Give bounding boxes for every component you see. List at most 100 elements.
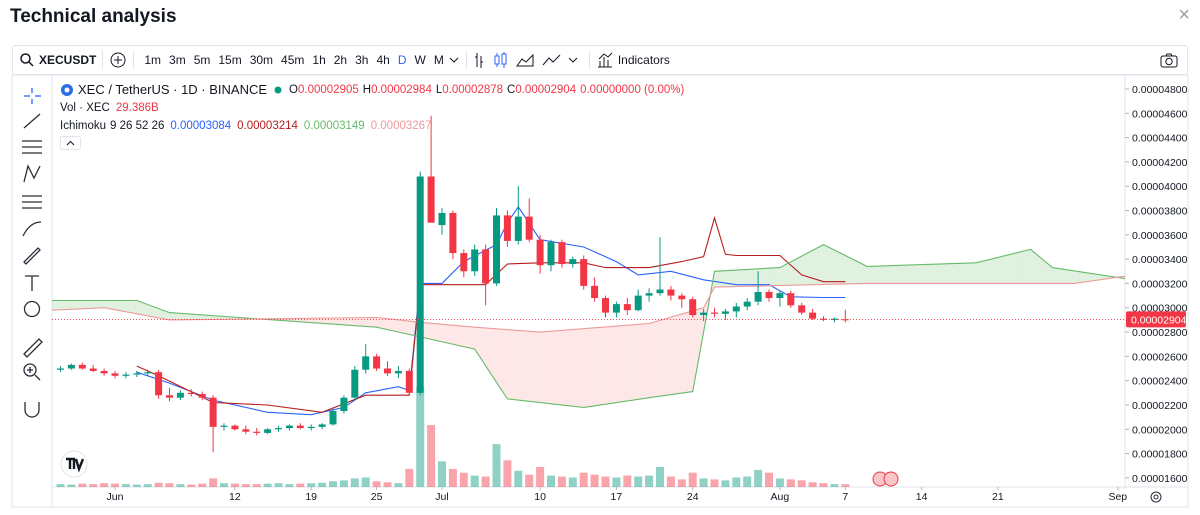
volume-bar bbox=[677, 479, 686, 487]
y-tick-label: 0.00003800 bbox=[1132, 206, 1188, 218]
indicators-icon[interactable] bbox=[596, 51, 614, 69]
candle-body bbox=[525, 216, 533, 240]
candle-body bbox=[569, 259, 577, 265]
cloud-fill bbox=[1030, 249, 1035, 284]
interval-button[interactable]: D bbox=[397, 53, 407, 67]
interval-button[interactable]: 1m bbox=[144, 53, 162, 67]
candle-body bbox=[558, 242, 566, 265]
line-style[interactable] bbox=[542, 54, 561, 66]
y-tick-label: 0.00003400 bbox=[1132, 254, 1188, 266]
candle-body bbox=[89, 368, 97, 371]
candle-body bbox=[809, 312, 817, 319]
emoji-tool[interactable] bbox=[23, 300, 41, 318]
volume-bar bbox=[209, 478, 218, 487]
volume-bar bbox=[601, 476, 610, 487]
cloud-fill bbox=[376, 317, 384, 329]
zoom-tool[interactable] bbox=[23, 363, 41, 381]
trendline-tool[interactable] bbox=[23, 113, 41, 129]
cloud-fill bbox=[838, 251, 846, 285]
ohlc-value: 0.00002878 bbox=[442, 84, 504, 96]
candles-style[interactable] bbox=[494, 52, 507, 68]
interval-button[interactable]: 30m bbox=[249, 53, 274, 67]
cloud-fill bbox=[845, 255, 853, 284]
cloud-fill bbox=[801, 253, 808, 285]
x-tick-label: 12 bbox=[229, 491, 241, 503]
cloud-fill bbox=[1021, 249, 1031, 284]
area-style[interactable] bbox=[515, 53, 534, 67]
compare-button[interactable] bbox=[109, 51, 127, 69]
legend-ichimoku-row: Ichimoku 9 26 52 26 0.00003084 0.00003214… bbox=[60, 117, 684, 135]
volume-bar bbox=[710, 479, 719, 487]
cloud-fill bbox=[398, 319, 406, 334]
volume-bar bbox=[448, 468, 457, 487]
y-tick-label: 0.00004400 bbox=[1132, 133, 1188, 145]
cloud-fill bbox=[1091, 273, 1100, 282]
interval-button[interactable]: 5m bbox=[193, 53, 211, 67]
volume-bar bbox=[318, 482, 327, 487]
candle-body bbox=[198, 394, 206, 398]
cloud-fill bbox=[698, 308, 700, 362]
candle-body bbox=[384, 368, 392, 374]
style-dropdown[interactable] bbox=[568, 57, 578, 63]
candle-body bbox=[329, 411, 337, 425]
interval-button[interactable]: M bbox=[433, 53, 444, 67]
cloud-fill bbox=[694, 309, 697, 382]
candle-body bbox=[242, 429, 250, 432]
interval-button[interactable]: W bbox=[414, 53, 426, 67]
interval-button[interactable]: 15m bbox=[218, 53, 242, 67]
snapshot-button[interactable] bbox=[1159, 51, 1179, 69]
close-button[interactable]: × bbox=[1178, 4, 1190, 26]
cloud-fill bbox=[594, 326, 606, 406]
text-tool[interactable] bbox=[25, 275, 39, 291]
collapse-legend-button[interactable] bbox=[60, 135, 82, 151]
interval-button[interactable]: 3h bbox=[355, 53, 369, 67]
pen-tool[interactable] bbox=[23, 247, 41, 265]
legend-symbol: XEC / TetherUS · 1D · BINANCE bbox=[78, 82, 268, 97]
x-tick-label: 21 bbox=[992, 491, 1004, 503]
volume-bar bbox=[525, 474, 534, 487]
interval-button[interactable]: 1h bbox=[312, 53, 326, 67]
ichimoku-line bbox=[52, 243, 1125, 408]
cloud-fill bbox=[957, 262, 977, 284]
candle-body bbox=[307, 426, 315, 429]
volume-bar bbox=[176, 484, 185, 487]
separator bbox=[133, 51, 135, 69]
indicators-button[interactable]: Indicators bbox=[617, 53, 670, 67]
magnet-tool[interactable] bbox=[24, 402, 40, 418]
candle-body bbox=[133, 373, 141, 375]
volume-bar bbox=[263, 483, 272, 487]
volume-bar bbox=[438, 461, 447, 487]
volume-bar bbox=[612, 477, 621, 487]
volume-bar bbox=[394, 483, 403, 487]
interval-button[interactable]: 2h bbox=[333, 53, 348, 67]
interval-button[interactable]: 45m bbox=[281, 53, 305, 67]
volume-bar bbox=[765, 472, 774, 487]
search-icon[interactable] bbox=[19, 52, 35, 68]
settings-icon[interactable] bbox=[1150, 491, 1162, 503]
volume-bar bbox=[743, 476, 752, 487]
pattern-tool[interactable] bbox=[23, 164, 41, 183]
symbol-button[interactable]: XECUSDT bbox=[39, 53, 97, 67]
ruler-tool[interactable] bbox=[23, 338, 43, 358]
cloud-fill bbox=[1003, 253, 1013, 284]
interval-button[interactable]: 4h bbox=[376, 53, 390, 67]
volume-bar bbox=[132, 484, 141, 487]
cloud-fill bbox=[1082, 272, 1092, 283]
events-icon[interactable] bbox=[872, 471, 899, 487]
projection-tool[interactable] bbox=[22, 195, 42, 209]
volume-bar bbox=[405, 468, 414, 487]
candle-body bbox=[765, 291, 773, 299]
cloud-fill bbox=[540, 331, 548, 404]
volume-bar bbox=[557, 476, 566, 487]
y-tick-label: 0.00001800 bbox=[1132, 449, 1188, 461]
fib-tool[interactable] bbox=[22, 140, 42, 154]
brush-tool[interactable] bbox=[22, 221, 42, 237]
interval-dropdown[interactable] bbox=[448, 54, 460, 66]
volume-bar bbox=[121, 484, 130, 487]
crosshair-tool[interactable] bbox=[24, 88, 41, 104]
cloud-fill bbox=[523, 330, 530, 402]
interval-button[interactable]: 3m bbox=[169, 53, 186, 67]
cloud-fill bbox=[158, 308, 165, 319]
bars-style[interactable] bbox=[474, 53, 483, 68]
y-tick-label: 0.00003200 bbox=[1132, 278, 1188, 290]
